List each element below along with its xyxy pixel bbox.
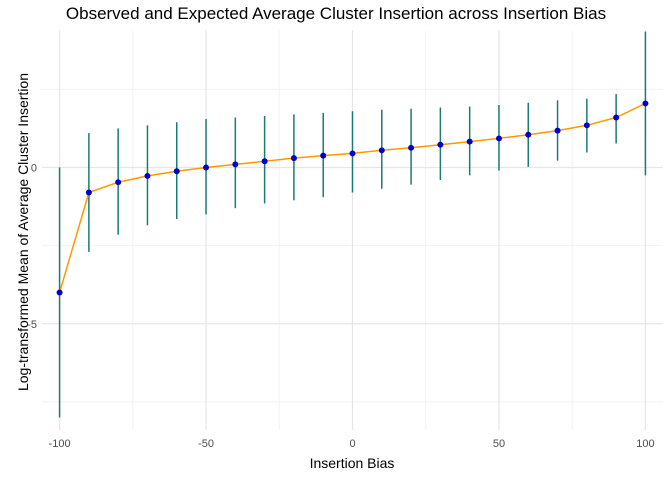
data-point: [115, 179, 122, 186]
data-point: [408, 144, 415, 151]
data-point: [466, 138, 473, 145]
data-point: [85, 189, 92, 196]
data-point: [583, 122, 590, 129]
data-point: [437, 141, 444, 148]
chart-title: Observed and Expected Average Cluster In…: [65, 4, 607, 23]
y-tick-label: -5: [27, 319, 37, 331]
x-tick-label: -50: [198, 438, 214, 450]
data-points: [56, 100, 649, 296]
x-tick-label: 100: [636, 438, 654, 450]
data-point: [378, 147, 385, 154]
data-point: [349, 150, 356, 157]
x-tick-label: 50: [493, 438, 505, 450]
data-point: [173, 168, 180, 175]
y-tick-label: 0: [31, 163, 37, 175]
axis-ticks: -100 -50 0 50 100-50: [27, 163, 654, 451]
x-tick-label: 0: [349, 438, 355, 450]
data-point: [203, 164, 210, 171]
data-point: [290, 155, 297, 162]
data-point: [495, 135, 502, 142]
x-axis-label: Insertion Bias: [309, 455, 395, 471]
data-point: [613, 114, 620, 121]
data-point: [261, 158, 268, 165]
x-tick-label: -100: [49, 438, 71, 450]
data-point: [144, 172, 151, 179]
data-point: [642, 100, 649, 107]
data-point: [525, 131, 532, 138]
data-point: [232, 161, 239, 168]
grid: [42, 30, 663, 430]
data-point: [320, 152, 327, 159]
data-point: [554, 127, 561, 134]
data-point: [56, 289, 63, 296]
